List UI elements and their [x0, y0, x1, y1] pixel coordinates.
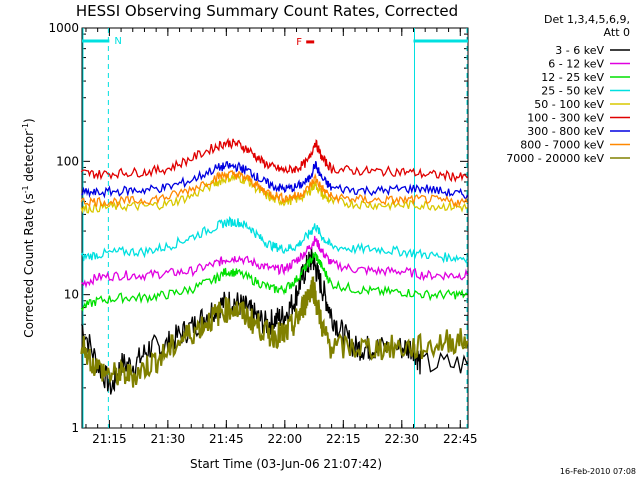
y-axis-label-sup2: -1 — [21, 123, 30, 131]
x-tick-label: 22:15 — [326, 432, 361, 446]
night-period-markers — [82, 28, 468, 428]
legend-label-3: 25 - 50 keV — [541, 85, 604, 98]
x-tick-label: 22:00 — [268, 432, 303, 446]
series-line-3 — [80, 215, 468, 264]
y-axis-label: Corrected Count Rate (s-1 detector-1) — [21, 118, 36, 337]
y-axis-ticks: 1 10 100 1000 — [48, 21, 468, 435]
y-tick-label: 1000 — [48, 21, 79, 35]
series-line-1 — [81, 235, 468, 289]
y-axis-label-sup1: -1 — [21, 185, 30, 193]
y-tick-label: 1 — [71, 421, 79, 435]
plot-frame — [81, 27, 469, 429]
y-axis-label-end: ) — [22, 118, 36, 123]
series-line-8 — [80, 275, 469, 388]
legend-header-line2: Att 0 — [604, 26, 630, 39]
x-axis-ticks: 21:15 21:30 21:45 22:00 22:15 22:30 22:45 — [85, 28, 478, 446]
legend-label-6: 300 - 800 keV — [527, 125, 604, 138]
x-tick-label: 21:30 — [151, 432, 186, 446]
y-tick-label: 100 — [56, 154, 79, 168]
series-lines — [80, 137, 469, 395]
legend-label-5: 100 - 300 keV — [527, 112, 604, 125]
legend-label-8: 7000 - 20000 keV — [506, 152, 604, 165]
night-marker-label: N — [114, 36, 121, 47]
series-line-6 — [81, 161, 468, 201]
x-tick-label: 22:45 — [443, 432, 478, 446]
x-tick-label: 21:45 — [209, 432, 244, 446]
x-tick-label: 21:15 — [92, 432, 127, 446]
x-tick-label: 22:30 — [384, 432, 419, 446]
y-tick-label: 10 — [64, 288, 79, 302]
series-line-7 — [80, 169, 468, 209]
legend-label-7: 800 - 7000 keV — [520, 139, 604, 152]
flare-marker-label: F — [296, 37, 302, 48]
series-line-0 — [80, 246, 468, 395]
x-axis-label: Start Time (03-Jun-06 21:07:42) — [190, 457, 382, 471]
y-axis-label-mid: detector — [22, 131, 36, 186]
legend-label-2: 12 - 25 keV — [541, 71, 604, 84]
legend-header-line1: Det 1,3,4,5,6,9, — [544, 13, 630, 26]
legend-label-0: 3 - 6 keV — [555, 44, 604, 57]
chart-title: HESSI Observing Summary Count Rates, Cor… — [76, 2, 458, 20]
legend-label-1: 6 - 12 keV — [548, 58, 604, 71]
y-axis-label-start: Corrected Count Rate (s — [22, 193, 36, 337]
legend-label-4: 50 - 100 keV — [534, 98, 604, 111]
footer-date: 16-Feb-2010 07:08 — [560, 467, 636, 476]
series-line-5 — [80, 137, 468, 183]
series-line-2 — [80, 251, 468, 312]
series-line-4 — [80, 172, 468, 214]
